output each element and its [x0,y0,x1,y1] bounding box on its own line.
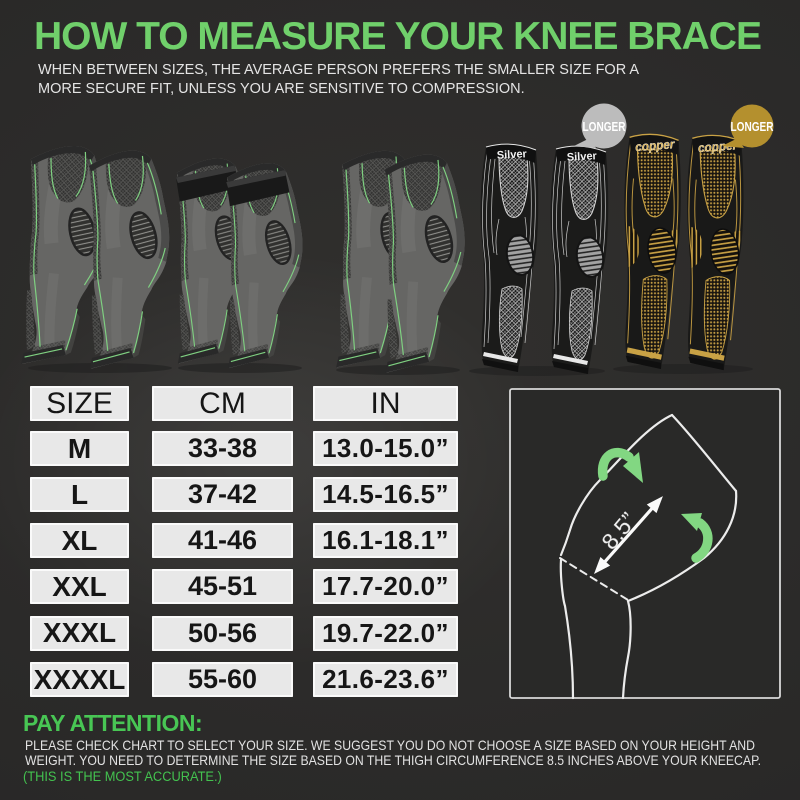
svg-text:LONGER: LONGER [583,120,626,134]
svg-text:LONGER: LONGER [731,120,774,134]
